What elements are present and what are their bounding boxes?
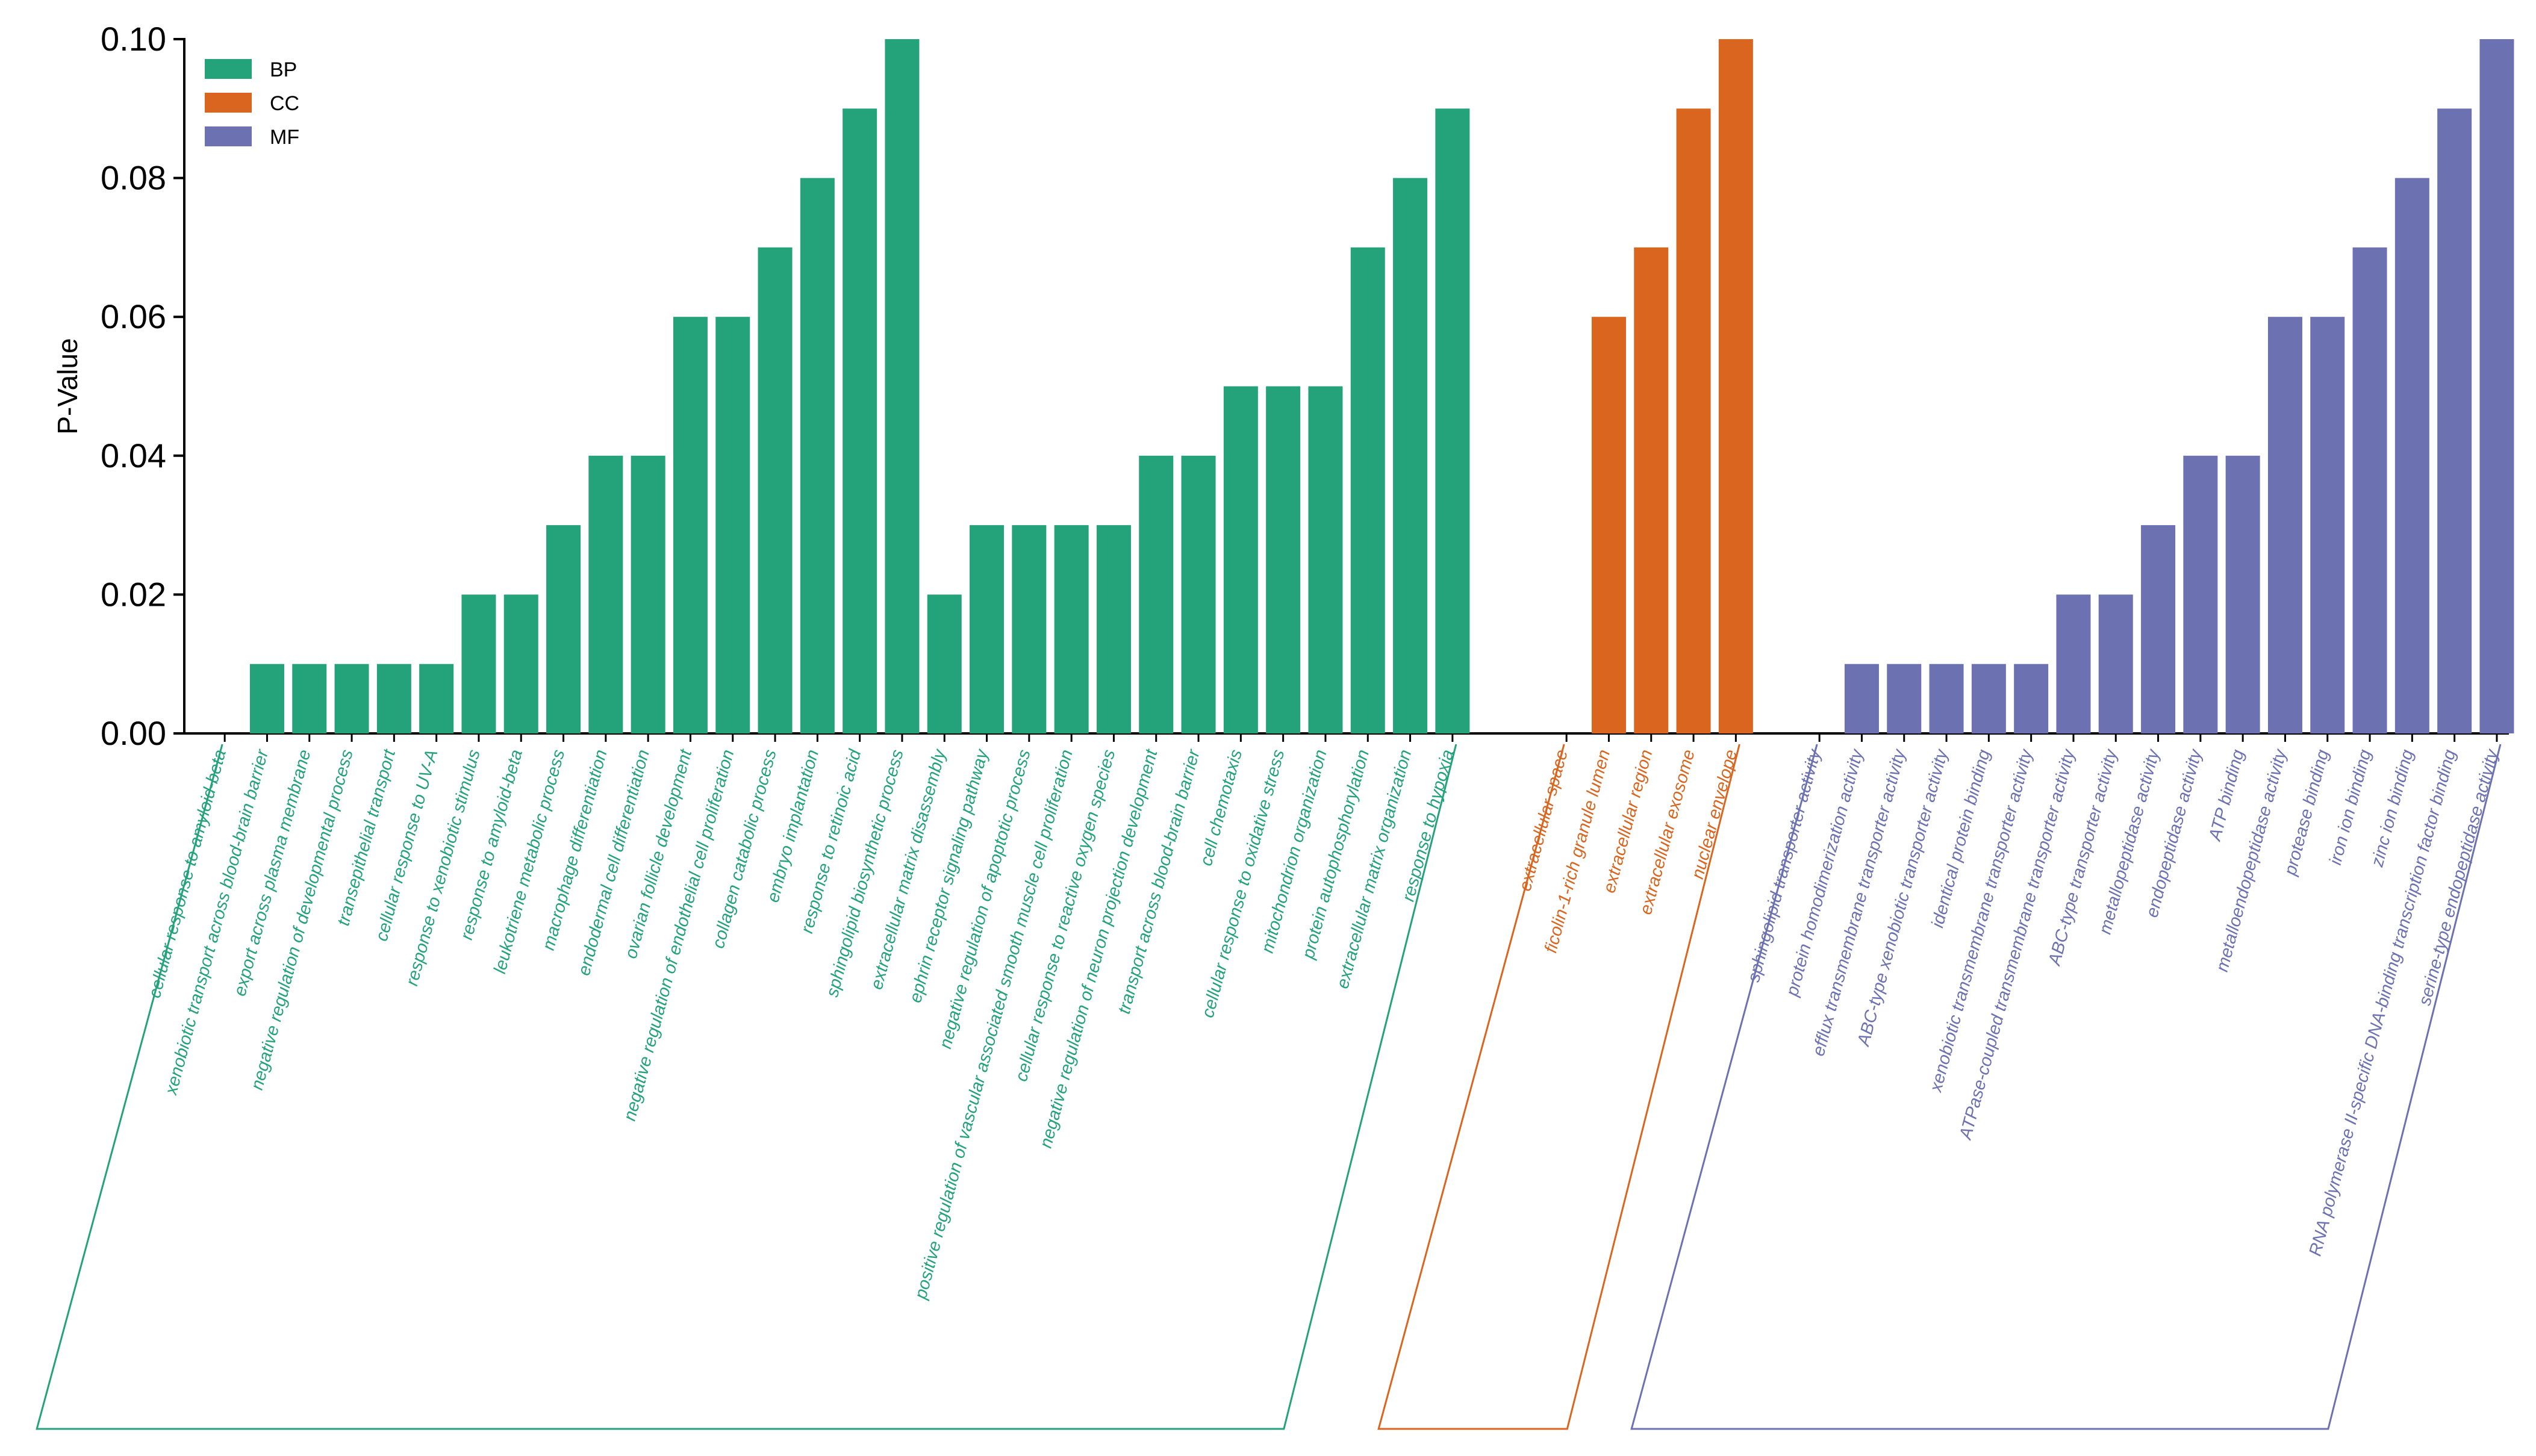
legend-label: BP bbox=[270, 58, 297, 81]
category-label: protein homodimerization activity bbox=[1783, 747, 1868, 999]
bar bbox=[1718, 39, 1753, 733]
bar bbox=[292, 664, 327, 733]
bar bbox=[334, 664, 369, 733]
bar bbox=[1223, 386, 1258, 733]
bar bbox=[843, 108, 877, 733]
category-label: cell chemotaxis bbox=[1197, 748, 1246, 868]
legend-label: CC bbox=[270, 92, 299, 115]
bar bbox=[419, 664, 454, 733]
bar bbox=[1096, 525, 1131, 733]
bar bbox=[885, 39, 920, 733]
bar bbox=[2225, 455, 2260, 733]
group-brackets bbox=[36, 744, 2502, 1430]
bar bbox=[1350, 247, 1385, 733]
bar bbox=[715, 317, 750, 733]
y-tick-label: 0.06 bbox=[101, 297, 166, 335]
y-axis-title: P-Value bbox=[52, 338, 83, 434]
legend: BP CC MF bbox=[205, 58, 299, 149]
bar bbox=[1971, 664, 2006, 733]
bar bbox=[503, 594, 538, 733]
group-bracket bbox=[1630, 744, 2502, 1430]
bar bbox=[1308, 386, 1343, 733]
group-bracket bbox=[1377, 744, 1740, 1430]
legend-swatch bbox=[205, 59, 252, 79]
category-label: ATP binding bbox=[2205, 748, 2248, 844]
bar bbox=[2437, 108, 2472, 733]
bar bbox=[2098, 594, 2133, 733]
category-label: ephrin receptor signaling pathway bbox=[906, 747, 992, 1005]
bar bbox=[2267, 317, 2302, 733]
bar bbox=[1139, 455, 1174, 733]
bar bbox=[2183, 455, 2218, 733]
category-labels: cellular response to amyloid-betaxenobio… bbox=[145, 747, 2502, 1302]
bar bbox=[1676, 108, 1711, 733]
bar bbox=[970, 525, 1005, 733]
bar bbox=[1634, 247, 1669, 733]
bar bbox=[2394, 178, 2429, 734]
bar bbox=[1887, 664, 1922, 733]
bar bbox=[249, 664, 284, 733]
bar bbox=[1844, 664, 1879, 733]
category-label: cellular response to oxidative stress bbox=[1198, 748, 1289, 1020]
bar bbox=[1393, 178, 1428, 734]
bars bbox=[249, 39, 2514, 734]
bar bbox=[1929, 664, 1964, 733]
bar bbox=[588, 455, 623, 733]
category-label: iron ion binding bbox=[2326, 748, 2375, 867]
bar bbox=[673, 317, 708, 733]
bar bbox=[461, 594, 496, 733]
bar bbox=[2352, 247, 2387, 733]
bar bbox=[631, 455, 665, 733]
bar bbox=[800, 178, 835, 734]
bar bbox=[1435, 108, 1470, 733]
bar bbox=[1012, 525, 1047, 733]
y-tick-label: 0.10 bbox=[101, 20, 166, 58]
y-tick-label: 0.04 bbox=[101, 437, 166, 474]
category-label: sphingolipid biosynthetic process bbox=[823, 748, 908, 1000]
bar bbox=[1266, 386, 1301, 733]
group-bracket bbox=[36, 744, 1457, 1430]
category-label: export across plasma membrane bbox=[230, 748, 314, 998]
legend-swatch bbox=[205, 93, 252, 113]
legend-swatch bbox=[205, 126, 252, 146]
bar bbox=[546, 525, 581, 733]
bar bbox=[1054, 525, 1089, 733]
bar bbox=[2310, 317, 2345, 733]
bar bbox=[1181, 455, 1216, 733]
bar bbox=[376, 664, 411, 733]
bar bbox=[2141, 525, 2176, 733]
category-label: zinc ion binding bbox=[2367, 748, 2417, 870]
bar bbox=[927, 594, 962, 733]
y-tick-label: 0.08 bbox=[101, 159, 166, 197]
bar bbox=[2014, 664, 2049, 733]
bar bbox=[2479, 39, 2514, 733]
bar bbox=[758, 247, 793, 733]
category-label: transport across blood-brain barrier bbox=[1115, 747, 1204, 1016]
bar bbox=[1591, 317, 1626, 733]
bar bbox=[2056, 594, 2091, 733]
legend-label: MF bbox=[270, 126, 299, 149]
category-label: protease binding bbox=[2281, 748, 2333, 878]
y-tick-label: 0.00 bbox=[101, 714, 166, 752]
y-tick-label: 0.02 bbox=[101, 575, 166, 613]
